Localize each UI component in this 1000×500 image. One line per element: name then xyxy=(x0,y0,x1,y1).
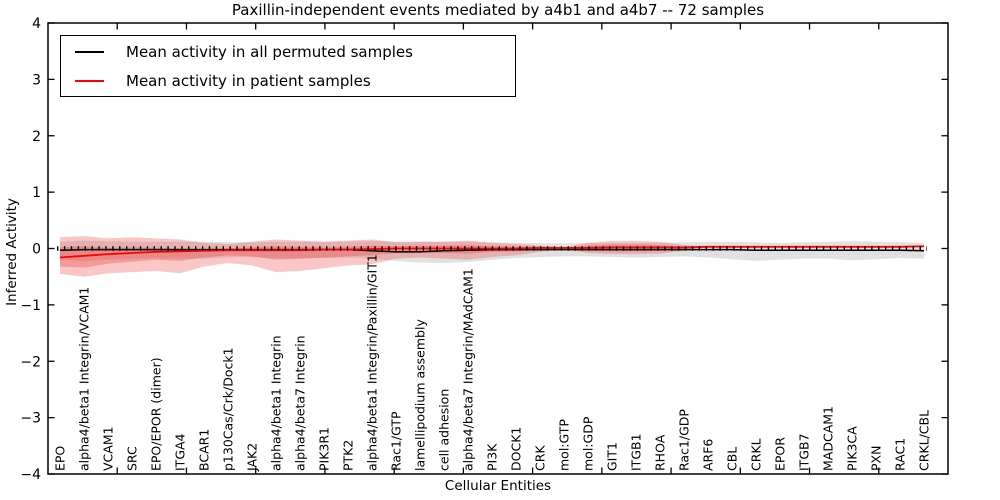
x-category-label: CRKL xyxy=(749,438,764,471)
x-category-label: cell adhesion xyxy=(437,389,452,471)
y-tick-label: 2 xyxy=(32,129,41,145)
x-category-label: RAC1 xyxy=(893,438,908,471)
x-category-label: alpha4/beta7 Integrin/MAdCAM1 xyxy=(461,268,476,471)
legend-label: Mean activity in patient samples xyxy=(126,71,371,90)
x-category-label: DOCK1 xyxy=(509,427,524,471)
chart-title: Paxillin-independent events mediated by … xyxy=(231,1,765,19)
legend-entry-permuted: Mean activity in all permuted samples xyxy=(61,37,515,66)
x-category-label: p130Cas/Crk/Dock1 xyxy=(221,347,236,471)
x-axis-label: Cellular Entities xyxy=(444,478,552,494)
x-category-label: mol:GTP xyxy=(557,419,572,471)
x-category-label: PIK3CA xyxy=(845,426,860,471)
x-category-label: ITGA4 xyxy=(173,433,188,471)
legend-line-sample-black xyxy=(75,50,104,53)
x-category-label: RHOA xyxy=(653,434,668,471)
y-tick-label: −2 xyxy=(20,354,41,370)
y-tick-label: −1 xyxy=(20,298,41,314)
x-category-label: EPO xyxy=(53,446,68,471)
x-category-label: MADCAM1 xyxy=(821,406,836,471)
x-category-label: ITGB7 xyxy=(797,433,812,471)
x-category-label: PXN xyxy=(869,446,884,471)
y-tick-label: −3 xyxy=(20,411,41,427)
x-category-label: CBL xyxy=(725,447,740,471)
x-category-label: EPOR xyxy=(773,437,788,471)
x-category-label: Rac1/GDP xyxy=(677,409,692,471)
legend-line-sample-red xyxy=(75,79,104,82)
x-category-label: GIT1 xyxy=(605,442,620,471)
x-category-label: ARF6 xyxy=(701,439,716,471)
x-category-label: alpha4/beta1 Integrin xyxy=(269,335,284,471)
x-category-label: alpha4/beta1 Integrin/VCAM1 xyxy=(77,287,92,471)
x-category-label: BCAR1 xyxy=(197,429,212,471)
x-category-label: mol:GDP xyxy=(581,416,596,471)
x-category-label: alpha4/beta1 Integrin/Paxillin/GIT1 xyxy=(365,254,380,471)
patient-samples-spread-outer-band xyxy=(60,236,708,277)
x-category-label: SRC xyxy=(125,446,140,471)
y-tick-label: 1 xyxy=(32,185,41,201)
x-category-label: PI3K xyxy=(485,443,500,471)
x-category-label: VCAM1 xyxy=(101,426,116,471)
y-tick-label: −4 xyxy=(20,467,41,483)
y-tick-label: 0 xyxy=(32,242,41,258)
x-category-label: lamellipodium assembly xyxy=(413,319,428,471)
legend-entry-patient: Mean activity in patient samples xyxy=(61,66,515,95)
x-category-label: alpha4/beta7 Integrin xyxy=(293,335,308,471)
x-category-label: PIK3R1 xyxy=(317,427,332,471)
x-category-label: ITGB1 xyxy=(629,433,644,471)
legend: Mean activity in all permuted samples Me… xyxy=(60,35,516,97)
x-category-label: CRK xyxy=(533,445,548,471)
y-axis-label: Inferred Activity xyxy=(4,198,20,306)
x-category-label: EPO/EPOR (dimer) xyxy=(149,357,164,471)
x-category-label: JAK2 xyxy=(245,443,260,472)
legend-label: Mean activity in all permuted samples xyxy=(126,42,413,61)
x-category-label: CRKL/CBL xyxy=(917,410,932,471)
x-category-label: Rac1/GTP xyxy=(389,411,404,471)
x-category-label: PTK2 xyxy=(341,440,356,471)
y-tick-label: 4 xyxy=(32,16,41,32)
y-tick-label: 3 xyxy=(32,72,41,88)
